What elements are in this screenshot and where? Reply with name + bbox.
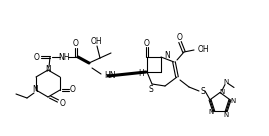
Text: N: N	[224, 112, 229, 118]
Text: N: N	[164, 52, 170, 61]
Text: N: N	[208, 109, 214, 115]
Text: O: O	[34, 52, 40, 61]
Text: NH: NH	[58, 52, 70, 61]
Text: N: N	[45, 66, 51, 75]
Text: O: O	[73, 39, 79, 49]
Text: O: O	[60, 98, 66, 107]
Text: OH: OH	[90, 38, 102, 47]
Text: S: S	[201, 87, 205, 97]
Text: O: O	[70, 86, 76, 95]
Text: N: N	[223, 78, 229, 84]
Text: HN: HN	[104, 72, 115, 81]
Text: S: S	[149, 84, 153, 94]
Text: N: N	[220, 89, 225, 95]
Text: N: N	[230, 98, 236, 104]
Text: H: H	[138, 69, 144, 78]
Text: OH: OH	[198, 46, 210, 55]
Text: O: O	[177, 33, 183, 42]
Text: N: N	[32, 86, 38, 95]
Text: O: O	[144, 38, 150, 47]
